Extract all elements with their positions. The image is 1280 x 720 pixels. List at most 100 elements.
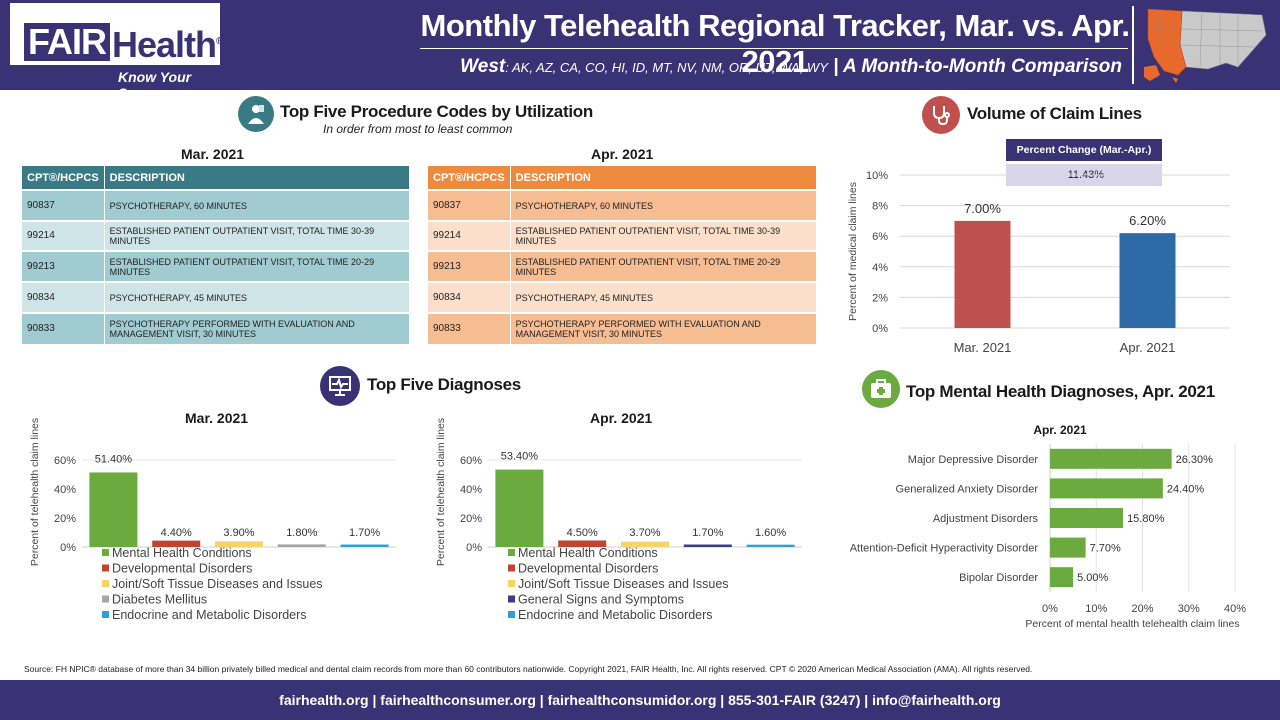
desc-cell: ESTABLISHED PATIENT OUTPATIENT VISIT, TO…: [104, 250, 411, 282]
table-row: 90834 PSYCHOTHERAPY, 45 MINUTES: [428, 281, 818, 313]
data-label: 1.70%: [692, 527, 723, 539]
y-tick-label: 20%: [54, 513, 76, 525]
diagnoses-apr-chart: 0% 20% 40% 60% Percent of telehealth claim l…: [435, 418, 802, 622]
legend-swatch: [102, 595, 109, 603]
y-tick-label: 10%: [866, 170, 888, 182]
bar: [621, 541, 669, 547]
desc-cell: PSYCHOTHERAPY, 60 MINUTES: [104, 189, 411, 221]
category-label: Major Depressive Disorder: [908, 454, 1039, 466]
bar: [340, 544, 389, 547]
logo-fair-text: FAIR: [24, 23, 111, 61]
legend-swatch: [102, 549, 109, 556]
diagnoses-title: Top Five Diagnoses: [367, 375, 521, 394]
bar: [1050, 448, 1172, 469]
diag-apr-label: Apr. 2021: [590, 410, 653, 426]
bar: [89, 472, 138, 547]
code-cell: 90833: [22, 312, 105, 344]
bar: [215, 541, 263, 547]
logo-registered-mark: ®: [216, 36, 223, 47]
y-tick-label: 6%: [872, 231, 888, 243]
y-axis-label: Percent of medical claim lines: [847, 182, 859, 321]
desc-cell: ESTABLISHED PATIENT OUTPATIENT VISIT, TO…: [510, 220, 818, 251]
y-tick-label: 2%: [872, 292, 888, 304]
bar: [1050, 537, 1086, 558]
data-label: 7.00%: [964, 201, 1001, 216]
desc-cell: PSYCHOTHERAPY PERFORMED WITH EVALUATION …: [104, 312, 411, 344]
legend-label: Developmental Disorders: [518, 562, 658, 576]
mental-health-title: Top Mental Health Diagnoses, Apr. 2021: [906, 382, 1215, 401]
bar: [1050, 508, 1124, 528]
data-label: 51.40%: [95, 453, 133, 465]
y-tick-label: 40%: [460, 484, 482, 496]
procedure-table-apr: CPT®/HCPCS DESCRIPTION 90837 PSYCHOTHERAP…: [428, 166, 818, 344]
code-cell: 99213: [428, 250, 511, 282]
table-header-row: CPT®/HCPCS DESCRIPTION: [22, 166, 411, 190]
data-label: 4.40%: [161, 527, 192, 539]
source-note: Source: FH NPIC® database of more than 3…: [24, 664, 1033, 674]
footer-contact-bar[interactable]: fairhealth.org | fairhealthconsumer.org …: [0, 680, 1280, 720]
data-label: 3.70%: [629, 527, 660, 539]
category-label: Generalized Anxiety Disorder: [896, 483, 1039, 495]
procedure-codes-title: Top Five Procedure Codes by Utilization: [280, 102, 593, 121]
logo-health-word: Health: [112, 24, 217, 65]
data-label: 1.70%: [349, 527, 380, 539]
x-tick-label: 10%: [1085, 603, 1107, 615]
header-separator: [1132, 6, 1134, 84]
table-row: 90837 PSYCHOTHERAPY, 60 MINUTES: [22, 189, 411, 221]
legend-label: Mental Health Conditions: [112, 546, 252, 560]
col-desc-header: DESCRIPTION: [510, 166, 818, 190]
legend-swatch: [508, 549, 515, 556]
legend-label: Diabetes Mellitus: [112, 593, 207, 607]
bar: [683, 544, 732, 547]
fair-health-logo[interactable]: FAIR Health® Know Your Source: [10, 3, 223, 101]
bar: [277, 544, 326, 547]
col-desc-header: DESCRIPTION: [104, 166, 411, 190]
stethoscope-icon: [922, 96, 960, 134]
legend-swatch: [102, 611, 109, 618]
data-label: 6.20%: [1129, 213, 1166, 228]
desc-cell: ESTABLISHED PATIENT OUTPATIENT VISIT, TO…: [510, 250, 818, 282]
y-tick-label: 4%: [872, 262, 888, 274]
code-cell: 99214: [22, 220, 105, 251]
y-tick-label: 40%: [54, 484, 76, 496]
legend-swatch: [508, 611, 515, 618]
data-label: 7.70%: [1090, 543, 1121, 555]
desc-cell: ESTABLISHED PATIENT OUTPATIENT VISIT, TO…: [104, 220, 411, 251]
desc-cell: PSYCHOTHERAPY, 60 MINUTES: [510, 189, 818, 221]
region-subtitle: West: AK, AZ, CA, CO, HI, ID, MT, NV, NM…: [420, 56, 1122, 78]
page-title: Monthly Telehealth Regional Tracker, Mar…: [420, 8, 1130, 79]
data-label: 3.90%: [223, 527, 254, 539]
desc-cell: PSYCHOTHERAPY, 45 MINUTES: [510, 281, 818, 313]
y-tick-label: 0%: [466, 542, 482, 554]
col-code-header: CPT®/HCPCS: [22, 166, 105, 190]
data-label: 1.80%: [286, 527, 317, 539]
code-cell: 90833: [428, 312, 511, 344]
proc-mar-label: Mar. 2021: [181, 146, 245, 162]
table-row: 99213 ESTABLISHED PATIENT OUTPATIENT VISI…: [22, 250, 411, 282]
legend-swatch: [508, 595, 515, 603]
table-row: 90834 PSYCHOTHERAPY, 45 MINUTES: [22, 281, 411, 313]
table-row: 90833 PSYCHOTHERAPY PERFORMED WITH EVALUA…: [22, 312, 411, 344]
table-row: 99214 ESTABLISHED PATIENT OUTPATIENT VISI…: [428, 220, 818, 251]
category-label: Attention-Deficit Hyperactivity Disorder: [850, 543, 1039, 555]
data-label: 53.40%: [501, 451, 539, 463]
logo-tagline: Know Your Source: [118, 69, 192, 101]
table-row: 99214 ESTABLISHED PATIENT OUTPATIENT VISI…: [22, 220, 411, 251]
diag-mar-label: Mar. 2021: [185, 410, 249, 426]
title-divider: [420, 48, 1128, 49]
mental-health-chart: Apr. 2021 0% 10% 20% 30% 40% Percent of mental…: [850, 423, 1247, 630]
bar: [1050, 567, 1074, 588]
legend-label: Endocrine and Metabolic Disorders: [112, 608, 307, 622]
x-axis-label: Percent of mental health telehealth clai…: [1025, 618, 1239, 630]
legend-label: Endocrine and Metabolic Disorders: [518, 608, 713, 622]
legend-label: Developmental Disorders: [112, 562, 252, 576]
y-tick-label: 8%: [872, 201, 888, 213]
legend-swatch: [508, 564, 515, 572]
data-label: 26.30%: [1176, 454, 1214, 466]
header-banner: FAIR Health® Know Your Source Monthly Te…: [0, 0, 1280, 101]
region-states: : AK, AZ, CA, CO, HI, ID, MT, NV, NM, OR…: [505, 60, 828, 75]
data-label: 4.50%: [567, 527, 598, 539]
monitor-icon: [320, 366, 360, 406]
legend-swatch: [102, 564, 109, 572]
legend-label: Joint/Soft Tissue Diseases and Issues: [112, 577, 323, 591]
